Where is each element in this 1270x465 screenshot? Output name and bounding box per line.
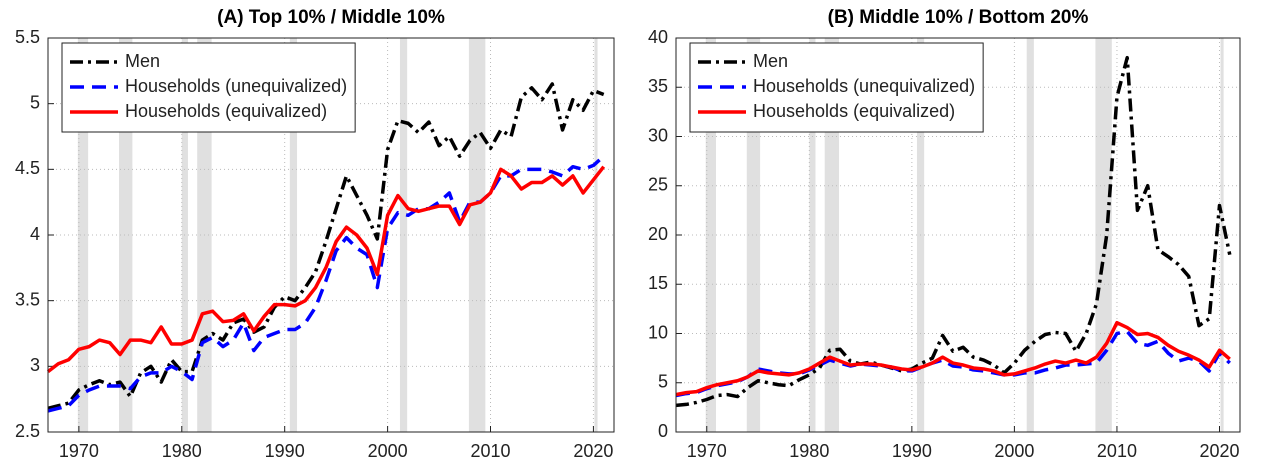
recession-band bbox=[705, 38, 716, 432]
panel: 2.5 3 3.5 4 4.5 5 5.5 1970 1980 1990 2000 2010 2020 (… bbox=[15, 7, 615, 461]
legend-frame bbox=[689, 42, 984, 133]
y-tick-label: 5 bbox=[30, 92, 40, 112]
x-tick-label: 2010 bbox=[470, 441, 510, 461]
y-tick-label: 40 bbox=[648, 27, 668, 47]
recession-band bbox=[1220, 38, 1224, 432]
x-tick-label: 1970 bbox=[687, 441, 727, 461]
recession-band bbox=[119, 38, 133, 432]
recession-band bbox=[1095, 38, 1112, 432]
y-tick-label: 20 bbox=[648, 224, 668, 244]
y-tick-label: 3.5 bbox=[15, 289, 40, 309]
chart-title: (A) Top 10% / Middle 10% bbox=[217, 7, 445, 28]
y-tick-label: 4 bbox=[30, 224, 40, 244]
legend-label: Households (unequivalized) bbox=[125, 76, 347, 96]
series-line bbox=[675, 320, 1231, 397]
y-tick-label: 25 bbox=[648, 175, 668, 195]
recession-band bbox=[77, 38, 89, 432]
x-tick-label: 2010 bbox=[1097, 441, 1137, 461]
recession-band bbox=[594, 38, 598, 432]
x-tick-label: 2020 bbox=[1199, 441, 1239, 461]
legend-label: Men bbox=[753, 51, 788, 71]
legend-label: Households (equivalized) bbox=[125, 101, 327, 121]
y-tick-label: 5.5 bbox=[15, 27, 40, 47]
series-line bbox=[675, 55, 1232, 408]
plot-frame bbox=[47, 37, 615, 433]
y-tick-label: 30 bbox=[648, 125, 668, 145]
x-tick-label: 1970 bbox=[59, 441, 99, 461]
recession-band bbox=[289, 38, 298, 432]
y-tick-label: 35 bbox=[648, 76, 668, 96]
y-tick-label: 3 bbox=[30, 355, 40, 375]
x-tick-label: 1980 bbox=[789, 441, 829, 461]
legend-label: Households (unequivalized) bbox=[753, 76, 975, 96]
panel: 0 5 10 15 20 25 30 35 40 1970 1980 1990 2000 2010 2020… bbox=[648, 7, 1241, 461]
series-line bbox=[675, 329, 1231, 398]
legend: Men Households (unequivalized) Households … bbox=[689, 42, 984, 133]
chart-title: (B) Middle 10% / Bottom 20% bbox=[828, 7, 1089, 28]
y-tick-label: 5 bbox=[658, 372, 668, 392]
x-tick-label: 1980 bbox=[162, 441, 202, 461]
y-tick-label: 4.5 bbox=[15, 158, 40, 178]
x-tick-label: 2000 bbox=[368, 441, 408, 461]
y-tick-label: 0 bbox=[658, 421, 668, 441]
recession-band bbox=[1026, 38, 1034, 432]
y-tick-label: 15 bbox=[648, 273, 668, 293]
recession-band bbox=[399, 38, 408, 432]
x-tick-label: 2020 bbox=[573, 441, 613, 461]
legend: Men Households (unequivalized) Households … bbox=[61, 42, 356, 133]
x-tick-label: 1990 bbox=[892, 441, 932, 461]
x-tick-label: 2000 bbox=[994, 441, 1034, 461]
recession-band bbox=[468, 38, 486, 432]
legend-frame bbox=[61, 42, 356, 133]
plot-frame bbox=[675, 37, 1241, 433]
y-tick-label: 10 bbox=[648, 322, 668, 342]
legend-label: Men bbox=[125, 51, 160, 71]
legend-label: Households (equivalized) bbox=[753, 101, 955, 121]
series-line bbox=[46, 165, 606, 373]
y-tick-label: 2.5 bbox=[15, 421, 40, 441]
x-tick-label: 1990 bbox=[265, 441, 305, 461]
